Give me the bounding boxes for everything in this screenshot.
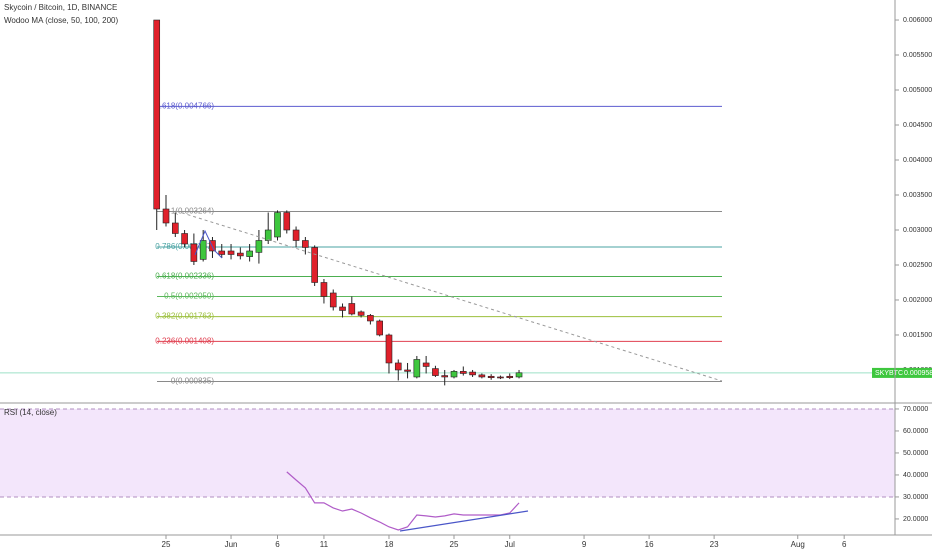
candle-body [302,240,309,248]
last-price-label: 0.000958 [904,370,932,377]
x-tick-label: 25 [162,540,171,549]
candle-body [348,303,356,315]
candle-body [478,374,486,378]
candle-body [469,371,476,376]
x-tick-label: 9 [582,540,587,549]
candle-body [237,252,244,257]
x-tick-label: 23 [710,540,719,549]
y-tick-label: 0.002500 [903,262,932,269]
candle-body [199,240,207,260]
candle-body [413,359,421,378]
candle-body [450,371,458,378]
last-price-tag [872,367,932,378]
candle-body [367,315,374,322]
x-tick-label: Jul [505,540,515,549]
candle-body [459,371,467,374]
candle-body [264,229,272,241]
candle-body [497,376,504,379]
rsi-band [0,408,895,497]
drawing [194,229,223,259]
candle-body [320,282,328,297]
y-tick-label: 0.003000 [903,227,932,234]
candle-body [162,208,170,224]
candle-body [246,250,253,257]
rsi-line [286,471,520,531]
x-tick-label: 18 [385,540,394,549]
y-tick-label: 0.005500 [903,52,932,59]
candle-body [227,250,235,255]
candle-body [190,243,198,262]
y-tick-label: 0.001500 [903,332,932,339]
y-tick-label: 0.006000 [903,17,932,24]
x-tick-label: 25 [450,540,459,549]
fib-label: 0.618(0.002336) [155,272,214,281]
candle-body [487,375,495,378]
candle-body [329,292,337,308]
candle-body [394,362,402,371]
rsi-title: RSI (14, close) [4,408,57,417]
candle-body [506,375,514,378]
price-pane: 0.006000 0.005500 0.005000 0.004500 0.004000… [0,17,932,549]
candle-body [515,372,523,378]
y-tick-label: 0.003500 [903,192,932,199]
candle-body [292,229,300,241]
y-tick-label: 0.002000 [903,297,932,304]
candle-body [357,311,365,316]
rsi-trend-line [399,510,529,532]
x-tick-label: 6 [275,540,280,549]
y-tick-label: 20.0000 [903,516,928,523]
candle-body [441,375,449,378]
y-tick-label: 70.0000 [903,406,928,413]
candle-body [255,240,263,253]
x-tick-label: 16 [645,540,654,549]
candle-body [172,222,179,234]
candle-body [404,369,411,372]
fib-label: 0.236(0.001408) [155,337,214,346]
y-tick-label: 0.004000 [903,157,932,164]
candle-body [432,368,439,376]
candle-body [153,19,161,210]
candle-body [283,212,291,231]
candle-body [311,247,318,283]
x-tick-label: Jun [225,540,238,549]
candle-body [385,334,393,364]
indicator-label: Wodoo MA (close, 50, 100, 200) [4,16,118,25]
y-tick-label: 0.004500 [903,122,932,129]
candle-body [274,212,281,238]
x-tick-label: Aug [791,540,805,549]
candle-body [181,233,188,245]
fib-label: 0.382(0.001763) [155,312,214,321]
candle-body [218,250,226,255]
rsi-pane: 70.0000 60.0000 50.0000 40.0000 30.0000 20.00… [0,406,928,531]
x-tick-label: 11 [320,540,329,549]
candle-body [376,320,383,336]
chart-title: Skycoin / Bitcoin, 1D, BINANCE [4,3,117,12]
candle-body [422,362,430,367]
trend-line [175,210,723,382]
fib-label: .618(0.004766) [160,101,215,110]
y-tick-label: 50.0000 [903,450,928,457]
fib-label: 0.5(0.002050) [164,292,214,301]
y-tick-label: 30.0000 [903,494,928,501]
x-tick-label: 6 [842,540,847,549]
candle-body [339,306,346,311]
last-price-name: SKYBTC [875,370,903,377]
y-tick-label: 60.0000 [903,428,928,435]
fib-label: 0(0.000835) [171,377,214,386]
y-tick-label: 40.0000 [903,472,928,479]
y-tick-label: 0.005000 [903,87,932,94]
fib-label: 1(0.003264) [171,207,214,216]
